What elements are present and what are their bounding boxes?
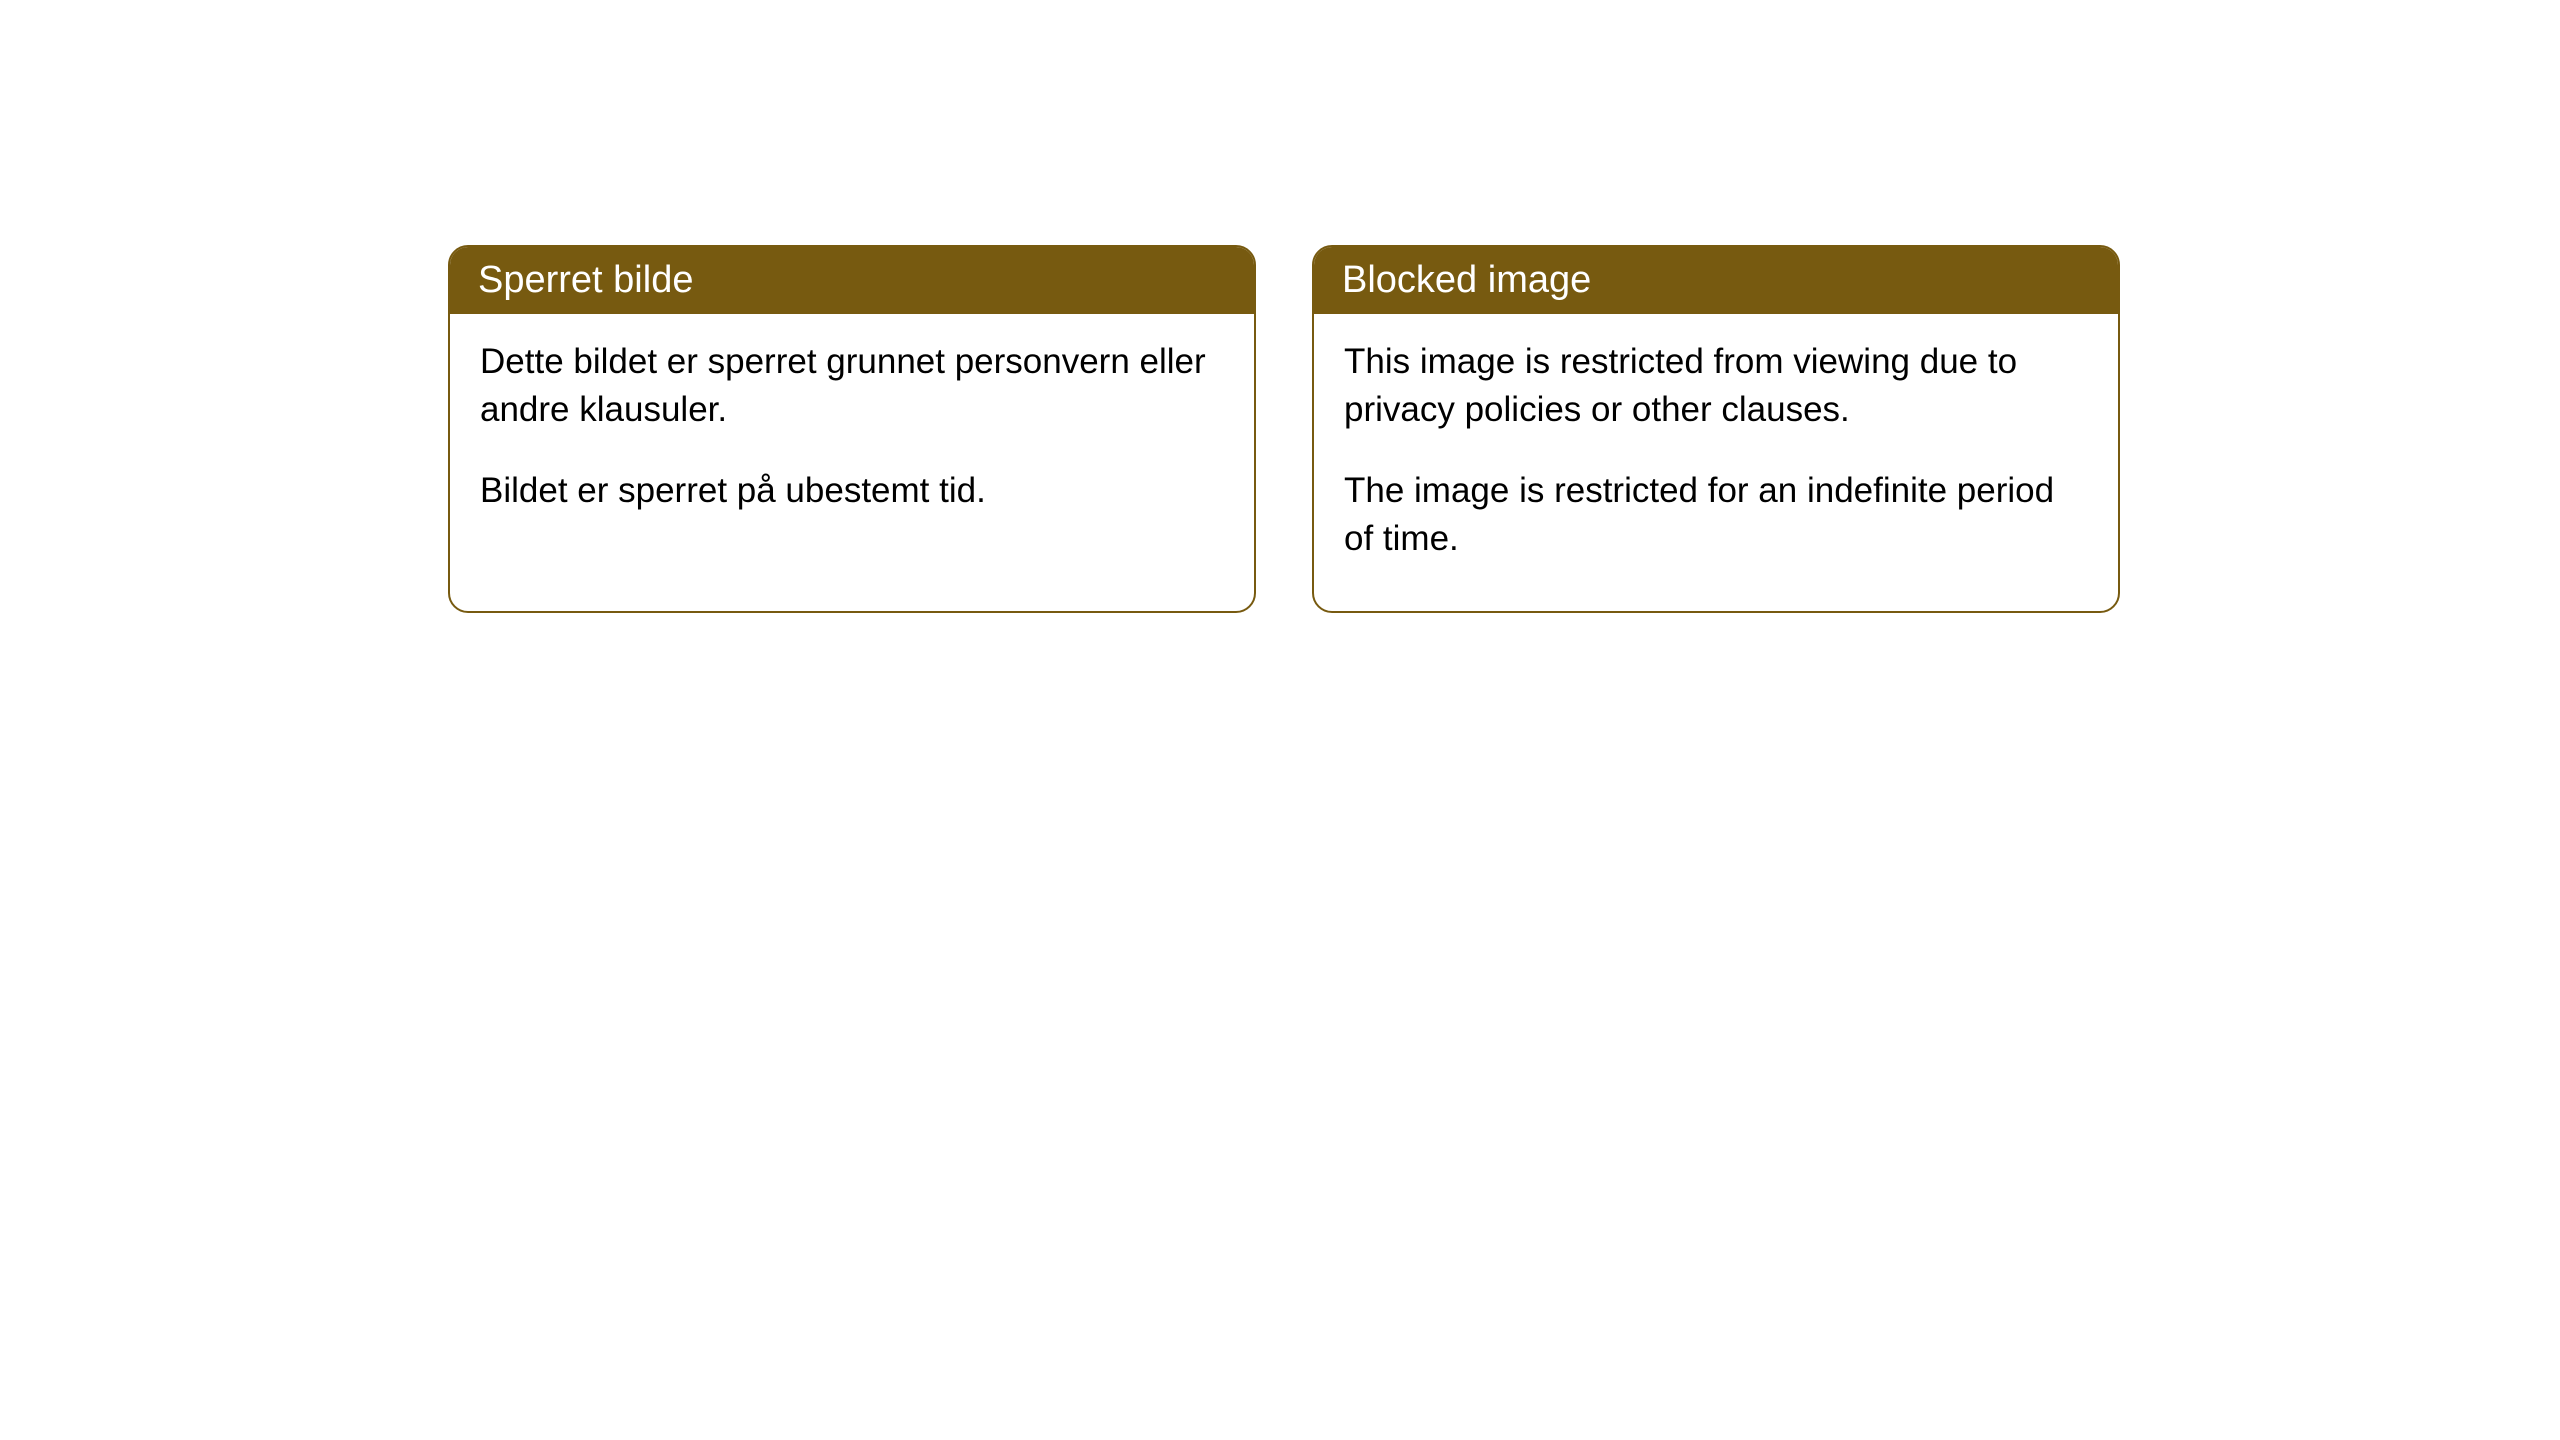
card-title-norwegian: Sperret bilde <box>478 259 693 301</box>
card-title-english: Blocked image <box>1342 259 1591 301</box>
card-body-norwegian: Dette bildet er sperret grunnet personve… <box>450 314 1254 563</box>
card-body-english: This image is restricted from viewing du… <box>1314 314 2118 611</box>
card-text-norwegian-2: Bildet er sperret på ubestemt tid. <box>480 467 1224 515</box>
notice-cards-container: Sperret bilde Dette bildet er sperret gr… <box>448 245 2120 613</box>
card-text-english-2: The image is restricted for an indefinit… <box>1344 467 2088 564</box>
card-header-english: Blocked image <box>1314 247 2118 314</box>
blocked-image-card-english: Blocked image This image is restricted f… <box>1312 245 2120 613</box>
card-header-norwegian: Sperret bilde <box>450 247 1254 314</box>
card-text-english-1: This image is restricted from viewing du… <box>1344 338 2088 435</box>
blocked-image-card-norwegian: Sperret bilde Dette bildet er sperret gr… <box>448 245 1256 613</box>
card-text-norwegian-1: Dette bildet er sperret grunnet personve… <box>480 338 1224 435</box>
